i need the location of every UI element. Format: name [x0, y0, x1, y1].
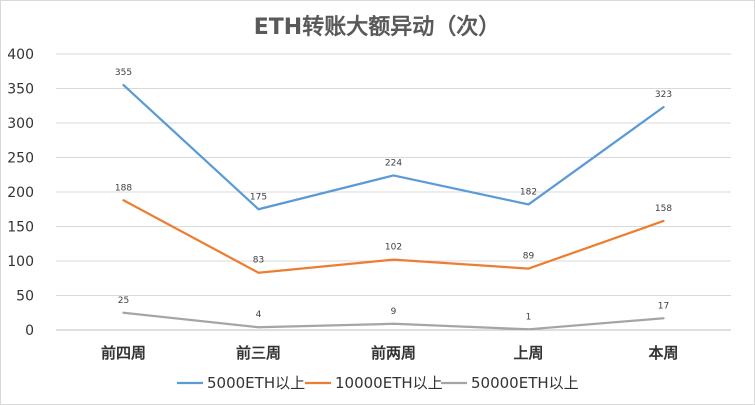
x-tick-label: 前三周 [236, 344, 281, 362]
data-label: 1 [526, 312, 532, 322]
series-line-2 [122, 199, 665, 274]
y-tick-label: 50 [16, 289, 34, 305]
x-tick-label: 本周 [648, 344, 678, 362]
gridlines [56, 53, 731, 331]
legend-item: 10000ETH以上 [305, 374, 443, 392]
data-label: 83 [253, 256, 264, 266]
legend: 5000ETH以上 10000ETH以上 50000ETH以上 [177, 374, 579, 392]
x-tick-label: 前四周 [101, 344, 146, 362]
data-label: 224 [385, 158, 402, 168]
data-label: 25 [118, 296, 129, 306]
x-tick-label: 前两周 [371, 344, 416, 362]
data-label: 102 [385, 243, 402, 253]
data-label: 9 [391, 307, 397, 317]
chart-title: ETH转账大额异动（次） [254, 14, 500, 40]
y-tick-label: 0 [25, 323, 34, 339]
y-tick-label: 150 [7, 220, 34, 236]
data-label: 4 [256, 310, 262, 320]
y-axis-ticks: 0 50 100 150 200 250 300 350 400 [7, 47, 34, 339]
legend-label: 10000ETH以上 [335, 374, 443, 392]
legend-label: 5000ETH以上 [207, 374, 305, 392]
data-label: 175 [250, 192, 267, 202]
data-label: 323 [655, 90, 672, 100]
y-tick-label: 350 [7, 82, 34, 98]
y-tick-label: 100 [7, 254, 34, 270]
data-labels: 355 175 224 182 323 188 83 102 89 158 25 4 9 1 17 [115, 68, 672, 322]
series-line-3 [122, 311, 665, 331]
data-label: 158 [655, 204, 672, 214]
data-label: 182 [520, 187, 537, 197]
legend-label: 50000ETH以上 [471, 374, 579, 392]
y-tick-label: 400 [7, 47, 34, 63]
x-axis-ticks: 前四周 前三周 前两周 上周 本周 [101, 344, 679, 362]
x-tick-label: 上周 [513, 344, 543, 362]
data-label: 355 [115, 68, 132, 78]
data-label: 188 [115, 183, 132, 193]
legend-item: 5000ETH以上 [177, 374, 305, 392]
data-label: 89 [523, 252, 535, 262]
y-tick-label: 300 [7, 116, 34, 132]
y-tick-label: 250 [7, 151, 34, 167]
y-tick-label: 200 [7, 185, 34, 201]
series-line-1 [122, 83, 665, 211]
series-lines [122, 83, 665, 331]
data-label: 17 [658, 301, 669, 311]
legend-item: 50000ETH以上 [441, 374, 579, 392]
